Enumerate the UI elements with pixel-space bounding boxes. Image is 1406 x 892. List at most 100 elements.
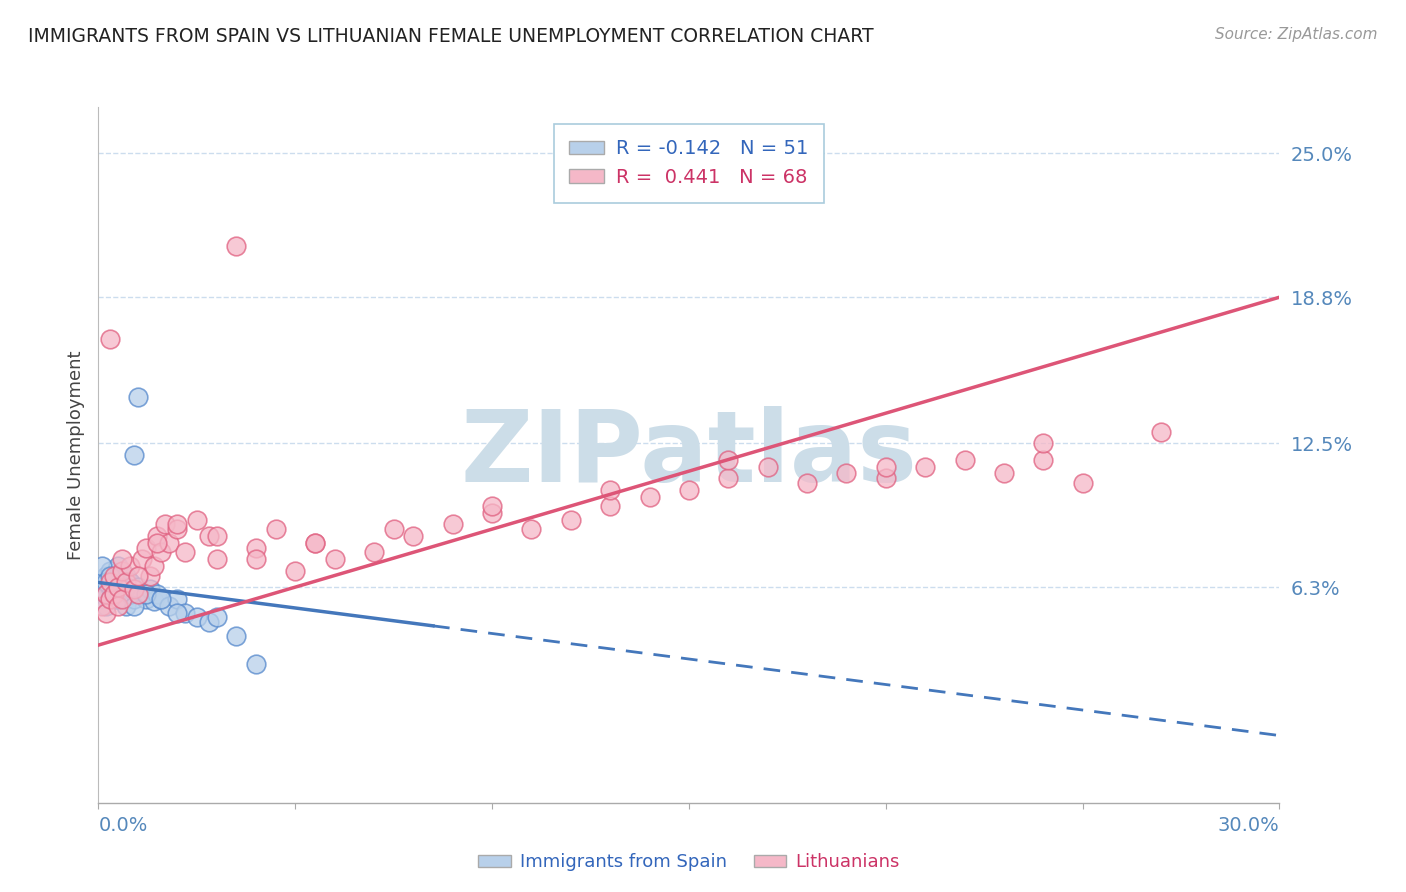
Point bbox=[107, 559, 129, 574]
Point bbox=[142, 559, 165, 574]
Point bbox=[150, 591, 173, 606]
Point bbox=[96, 568, 118, 582]
Point bbox=[166, 517, 188, 532]
Point bbox=[98, 575, 121, 590]
Point bbox=[107, 587, 129, 601]
Point bbox=[103, 582, 125, 597]
Point bbox=[98, 591, 121, 606]
Point bbox=[111, 582, 134, 597]
Point bbox=[205, 552, 228, 566]
Point bbox=[91, 591, 114, 606]
Point bbox=[96, 606, 118, 620]
Point bbox=[245, 552, 267, 566]
Point bbox=[197, 529, 219, 543]
Point bbox=[323, 552, 346, 566]
Point bbox=[115, 599, 138, 613]
Point bbox=[264, 522, 287, 536]
Point bbox=[1150, 425, 1173, 439]
Point bbox=[245, 657, 267, 671]
Point bbox=[127, 568, 149, 582]
Point bbox=[98, 568, 121, 582]
Point bbox=[107, 599, 129, 613]
Point bbox=[599, 499, 621, 513]
Point bbox=[107, 591, 129, 606]
Y-axis label: Female Unemployment: Female Unemployment bbox=[66, 351, 84, 559]
Point bbox=[111, 552, 134, 566]
Point bbox=[197, 615, 219, 629]
Point bbox=[115, 575, 138, 590]
Point bbox=[304, 536, 326, 550]
Point bbox=[166, 606, 188, 620]
Point bbox=[103, 591, 125, 606]
Point bbox=[103, 587, 125, 601]
Point bbox=[186, 610, 208, 624]
Point bbox=[135, 591, 157, 606]
Point bbox=[98, 564, 121, 578]
Point bbox=[304, 536, 326, 550]
Point bbox=[131, 552, 153, 566]
Point bbox=[135, 587, 157, 601]
Point bbox=[1032, 452, 1054, 467]
Point bbox=[225, 629, 247, 643]
Point bbox=[875, 459, 897, 474]
Point bbox=[115, 580, 138, 594]
Point bbox=[138, 568, 160, 582]
Point bbox=[166, 522, 188, 536]
Point bbox=[146, 529, 169, 543]
Point bbox=[135, 541, 157, 555]
Text: 30.0%: 30.0% bbox=[1218, 816, 1279, 835]
Point bbox=[186, 513, 208, 527]
Point bbox=[953, 452, 976, 467]
Point bbox=[96, 587, 118, 601]
Point bbox=[146, 587, 169, 601]
Point bbox=[993, 467, 1015, 481]
Point bbox=[363, 545, 385, 559]
Point bbox=[118, 559, 141, 574]
Point bbox=[127, 587, 149, 601]
Point bbox=[96, 587, 118, 601]
Point bbox=[1071, 475, 1094, 490]
Point bbox=[225, 239, 247, 253]
Point bbox=[205, 529, 228, 543]
Point bbox=[91, 559, 114, 574]
Point bbox=[98, 591, 121, 606]
Point bbox=[96, 599, 118, 613]
Point bbox=[835, 467, 858, 481]
Text: 0.0%: 0.0% bbox=[98, 816, 148, 835]
Point bbox=[717, 452, 740, 467]
Point bbox=[103, 568, 125, 582]
Point bbox=[138, 582, 160, 597]
Point bbox=[796, 475, 818, 490]
Point bbox=[717, 471, 740, 485]
Point bbox=[107, 580, 129, 594]
Point bbox=[520, 522, 543, 536]
Text: ZIPatlas: ZIPatlas bbox=[461, 407, 917, 503]
Point bbox=[382, 522, 405, 536]
Point bbox=[103, 575, 125, 590]
Point bbox=[115, 568, 138, 582]
Point bbox=[756, 459, 779, 474]
Point bbox=[205, 610, 228, 624]
Point bbox=[157, 536, 180, 550]
Point bbox=[441, 517, 464, 532]
Point bbox=[127, 580, 149, 594]
Point bbox=[111, 587, 134, 601]
Point bbox=[174, 545, 197, 559]
Point bbox=[481, 506, 503, 520]
Point bbox=[402, 529, 425, 543]
Point bbox=[155, 517, 177, 532]
Point bbox=[107, 575, 129, 590]
Point bbox=[131, 587, 153, 601]
Legend: Immigrants from Spain, Lithuanians: Immigrants from Spain, Lithuanians bbox=[471, 847, 907, 879]
Point bbox=[118, 587, 141, 601]
Point bbox=[122, 599, 145, 613]
Point bbox=[122, 582, 145, 597]
Point bbox=[118, 587, 141, 601]
Point bbox=[111, 580, 134, 594]
Point bbox=[914, 459, 936, 474]
Point bbox=[122, 448, 145, 462]
Point bbox=[111, 564, 134, 578]
Point bbox=[127, 390, 149, 404]
Point bbox=[118, 575, 141, 590]
Point bbox=[98, 332, 121, 346]
